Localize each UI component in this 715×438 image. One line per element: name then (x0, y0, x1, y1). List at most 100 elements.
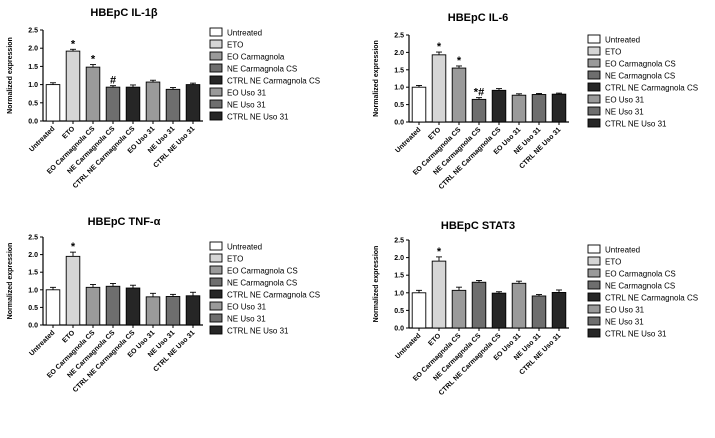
chart-panel-stat3: HBEpC STAT3 Normalized expression 0.0 0.5 1.… (373, 220, 698, 397)
legend-label: Untreated (605, 246, 640, 255)
significance-marker: * (91, 54, 96, 66)
legend-swatch (587, 58, 601, 68)
bar (411, 86, 427, 123)
chart-title: HBEpC IL-6 (448, 12, 509, 24)
legend-swatch (209, 63, 223, 73)
y-tick-label: 0.5 (28, 305, 38, 312)
legend-label: Untreated (227, 29, 262, 38)
bar (451, 67, 467, 123)
legend-label: CTRL NE Carmagnola CS (605, 84, 698, 93)
legend-swatch (587, 304, 601, 314)
legend-label: CTRL NE Carmagnola CS (227, 77, 320, 86)
legend-swatch (587, 106, 601, 116)
bar (165, 88, 181, 122)
bar (531, 94, 547, 123)
legend-swatch (587, 292, 601, 302)
bar (531, 295, 547, 329)
bar (85, 66, 101, 122)
chart-title: HBEpC STAT3 (441, 220, 515, 232)
legend-label: EO Uso 31 (605, 306, 645, 315)
significance-marker: *# (474, 87, 484, 99)
y-tick-label: 0.0 (28, 119, 38, 126)
legend-label: NE Carmagnola CS (227, 279, 297, 288)
legend-label: ETO (605, 48, 621, 57)
bar (45, 289, 61, 326)
chart-panel-il6: HBEpC IL-6 Normalized expression 0.0 0.5 1.0… (373, 12, 698, 191)
significance-marker: * (71, 38, 76, 50)
bar (431, 54, 447, 123)
y-axis-label: Normalized expression (7, 243, 14, 320)
y-tick-label: 2.0 (394, 255, 404, 262)
legend-swatch (209, 265, 223, 275)
bar (45, 84, 61, 122)
legend-label: NE Uso 31 (227, 101, 266, 110)
bar (65, 255, 81, 326)
legend-swatch (209, 325, 223, 335)
significance-marker: # (110, 75, 116, 87)
bar (125, 287, 141, 326)
legend-swatch (209, 277, 223, 287)
legend-label: NE Uso 31 (605, 318, 644, 327)
legend-swatch (587, 34, 601, 44)
legend-label: EO Uso 31 (605, 96, 645, 105)
bar (145, 81, 161, 122)
legend-label: NE Uso 31 (605, 108, 644, 117)
bar (185, 84, 201, 122)
legend-label: NE Carmagnola CS (227, 65, 297, 74)
chart-title: HBEpC TNF-α (88, 216, 161, 228)
chart-panel-tnfa: HBEpC TNF-α Normalized expression 0.0 0.5 1.… (7, 216, 320, 394)
bar (451, 289, 467, 329)
legend-swatch (209, 75, 223, 85)
legend-swatch (587, 328, 601, 338)
bar (491, 292, 507, 329)
significance-marker: * (437, 246, 442, 258)
legend-swatch (587, 256, 601, 266)
y-tick-label: 2.5 (28, 235, 38, 242)
significance-marker: * (457, 55, 462, 67)
legend-label: NE Uso 31 (227, 315, 266, 324)
y-tick-label: 2.0 (28, 46, 38, 53)
y-tick-label: 2.5 (394, 238, 404, 245)
legend-label: EO Carmagnola CS (605, 60, 676, 69)
legend-swatch (209, 301, 223, 311)
y-tick-label: 1.0 (394, 290, 404, 297)
bar (491, 89, 507, 123)
legend-swatch (209, 99, 223, 109)
y-tick-label: 1.5 (28, 270, 38, 277)
y-tick-label: 0.5 (394, 308, 404, 315)
legend-swatch (209, 289, 223, 299)
legend-label: EO Carmagnola CS (227, 267, 298, 276)
bar (511, 94, 527, 123)
legend-swatch (209, 253, 223, 263)
legend-swatch (587, 82, 601, 92)
bar (105, 86, 121, 122)
legend-label: EO Carmagnola (227, 53, 285, 62)
bar (471, 281, 487, 329)
legend-label: CTRL NE Carmagnola CS (605, 294, 698, 303)
legend-label: NE Carmagnola CS (605, 72, 675, 81)
category-label: Untreated (394, 126, 422, 154)
y-tick-label: 1.5 (394, 273, 404, 280)
bar (471, 98, 487, 123)
bar (85, 286, 101, 326)
y-tick-label: 0.0 (394, 326, 404, 333)
y-tick-label: 2.0 (394, 50, 404, 57)
category-label: ETO (61, 125, 76, 140)
legend-swatch (209, 111, 223, 121)
legend-label: ETO (605, 258, 621, 267)
y-tick-label: 1.0 (28, 82, 38, 89)
y-tick-label: 0.0 (28, 323, 38, 330)
y-tick-label: 1.5 (28, 64, 38, 71)
legend-label: CTRL NE Uso 31 (227, 327, 289, 336)
category-label: ETO (427, 126, 442, 141)
y-tick-label: 0.5 (28, 100, 38, 107)
bar (165, 296, 181, 326)
legend-label: NE Carmagnola CS (605, 282, 675, 291)
bar (551, 291, 567, 329)
chart-panel-il1b: HBEpC IL-1β Normalized expression 0.0 0.5 1.… (7, 7, 320, 190)
legend-swatch (209, 313, 223, 323)
legend-label: ETO (227, 41, 243, 50)
legend-swatch (209, 241, 223, 251)
y-tick-label: 1.0 (394, 85, 404, 92)
